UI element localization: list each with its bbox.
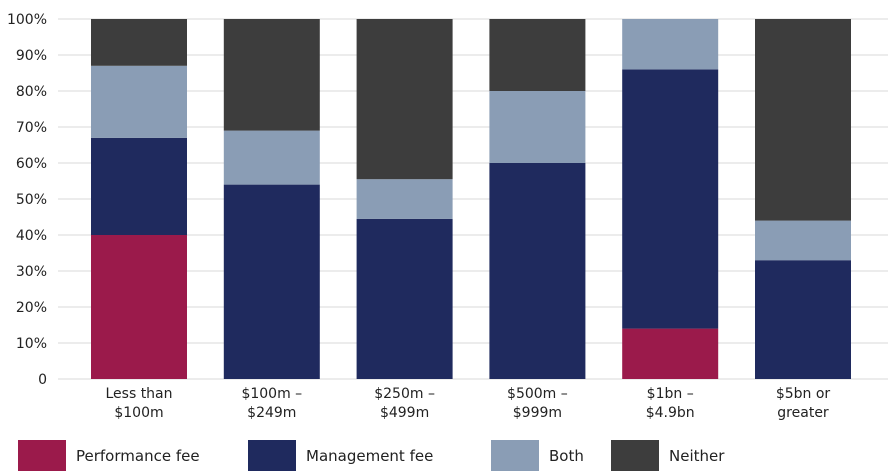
x-category-label: $250m – $499m bbox=[374, 386, 435, 421]
y-tick-label: 90% bbox=[16, 48, 47, 64]
y-tick-label: 100% bbox=[7, 12, 47, 28]
y-tick-label: 40% bbox=[16, 228, 47, 244]
y-tick-label: 20% bbox=[16, 300, 47, 316]
gridlines bbox=[58, 18, 888, 380]
bar-segment-both bbox=[622, 19, 719, 70]
legend-label: Management fee bbox=[306, 446, 434, 465]
legend-item: Management fee bbox=[248, 440, 433, 471]
x-category-label: $100m – $249m bbox=[241, 386, 302, 421]
y-tick-label: 60% bbox=[16, 156, 47, 172]
bar-segment-both bbox=[223, 130, 320, 185]
bar-segment-neither bbox=[489, 19, 586, 91]
bars bbox=[91, 19, 851, 379]
bar-segment-both bbox=[356, 179, 453, 219]
legend-item: Both bbox=[491, 440, 584, 471]
legend-swatch bbox=[18, 440, 66, 471]
bar-segment-performance-fee bbox=[622, 328, 719, 379]
stacked-bar-chart: 0 10% 20% 30% 40% 50% 60% 70% 80% 90% 100% Less th… bbox=[7, 12, 888, 421]
bar-segment-both bbox=[489, 91, 586, 163]
bar-segment-neither bbox=[91, 19, 187, 66]
y-tick-label: 50% bbox=[16, 192, 47, 208]
y-axis: 0 10% 20% 30% 40% 50% 60% 70% 80% 90% 100% bbox=[7, 12, 47, 388]
bar-segment-neither bbox=[223, 19, 320, 131]
legend-swatch bbox=[491, 440, 539, 471]
legend: Performance fee Management fee Both Neither bbox=[0, 440, 893, 471]
bar-segment-both bbox=[91, 65, 187, 138]
bar-segment-management-fee bbox=[755, 260, 851, 379]
bar-segment-management-fee bbox=[223, 184, 320, 379]
legend-label: Both bbox=[549, 446, 584, 465]
bar-segment-neither bbox=[755, 19, 851, 221]
bar-segment-management-fee bbox=[356, 218, 453, 379]
bar-segment-neither bbox=[356, 19, 453, 180]
x-category-label: Less than $100m bbox=[105, 386, 172, 421]
bar-segment-management-fee bbox=[489, 163, 586, 379]
x-axis: Less than $100m $100m – $249m $250m – $499m $5… bbox=[105, 386, 830, 421]
bar-segment-both bbox=[755, 220, 851, 261]
y-tick-label: 70% bbox=[16, 120, 47, 136]
legend-item: Performance fee bbox=[18, 440, 200, 471]
bar-segment-performance-fee bbox=[91, 235, 187, 379]
legend-label: Neither bbox=[669, 446, 725, 465]
x-category-label: $1bn – $4.9bn bbox=[646, 386, 695, 421]
y-tick-label: 0 bbox=[38, 372, 47, 388]
legend-item: Neither bbox=[611, 440, 724, 471]
bar-segment-management-fee bbox=[91, 137, 187, 235]
y-tick-label: 30% bbox=[16, 264, 47, 280]
y-tick-label: 10% bbox=[16, 336, 47, 352]
x-category-label: $5bn or greater bbox=[776, 386, 831, 421]
bar-segment-management-fee bbox=[622, 69, 719, 329]
legend-swatch bbox=[611, 440, 659, 471]
legend-label: Performance fee bbox=[76, 446, 200, 465]
legend-swatch bbox=[248, 440, 296, 471]
x-category-label: $500m – $999m bbox=[507, 386, 568, 421]
y-tick-label: 80% bbox=[16, 84, 47, 100]
